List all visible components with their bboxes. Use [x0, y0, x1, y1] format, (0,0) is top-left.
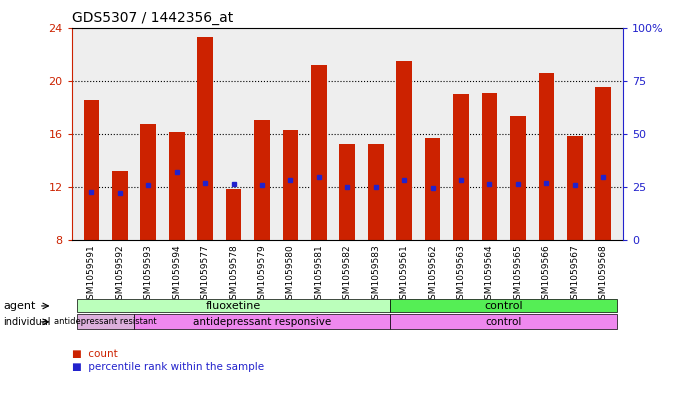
Bar	[595, 87, 611, 240]
Bar	[226, 189, 241, 240]
Bar	[112, 171, 127, 240]
Bar	[254, 120, 270, 240]
Text: fluoxetine: fluoxetine	[206, 301, 262, 311]
Bar	[283, 130, 298, 240]
Text: individual: individual	[3, 317, 51, 327]
Bar	[169, 132, 185, 240]
Bar	[396, 61, 412, 240]
Bar	[539, 73, 554, 240]
Text: ■  percentile rank within the sample: ■ percentile rank within the sample	[72, 362, 264, 373]
Text: control: control	[486, 317, 522, 327]
Text: ■  count: ■ count	[72, 349, 117, 359]
Bar	[567, 136, 583, 240]
Bar	[311, 64, 327, 240]
Bar	[340, 144, 355, 240]
Bar	[140, 124, 156, 240]
Text: antidepressant resistant: antidepressant resistant	[54, 318, 157, 326]
Bar	[425, 138, 441, 240]
Bar	[368, 144, 383, 240]
Text: GDS5307 / 1442356_at: GDS5307 / 1442356_at	[72, 11, 233, 25]
Text: antidepressant responsive: antidepressant responsive	[193, 317, 331, 327]
Text: control: control	[484, 301, 523, 311]
Bar	[197, 37, 213, 240]
Bar	[454, 94, 469, 240]
Bar	[84, 101, 99, 240]
Bar	[481, 92, 497, 240]
Bar	[510, 116, 526, 240]
Text: agent: agent	[3, 301, 36, 311]
